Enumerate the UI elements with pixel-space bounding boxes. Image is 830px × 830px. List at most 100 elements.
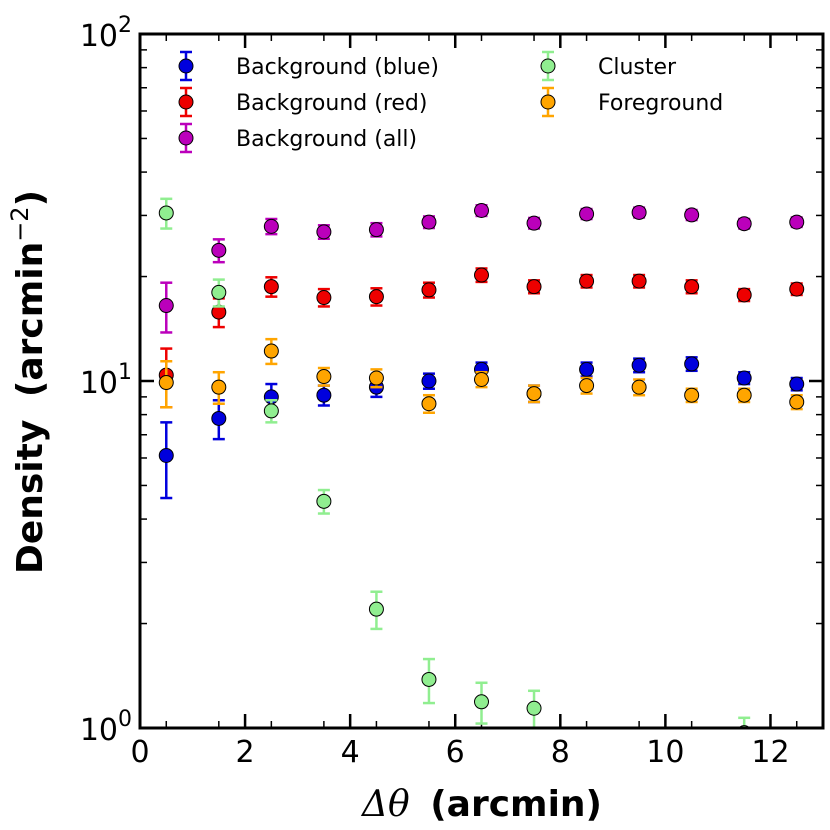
data-point [684,207,700,223]
data-point [211,379,227,395]
data-point [421,671,437,687]
legend-marker [178,130,194,146]
data-point [736,287,752,303]
data-point [316,387,332,403]
data-point [474,372,489,388]
plot-frame [138,32,825,730]
legend-item-background-red: Background (red) [178,86,427,118]
legend-marker [178,58,194,74]
y-tick-label: 102 [80,13,132,54]
data-point [789,376,805,392]
data-point [316,493,332,509]
y-tick-base: 10 [80,366,118,401]
data-point [789,281,805,297]
x-axis-unit: (arcmin) [430,784,602,825]
data-point [736,387,752,403]
data-point [684,279,700,295]
legend-label: Background (blue) [236,55,439,80]
data-point [421,214,437,230]
legend-label: Background (all) [236,127,417,152]
data-point [421,282,437,298]
data-point [158,205,174,221]
data-point [421,373,437,389]
y-axis-unit-exponent: −2 [6,206,34,241]
legend-item-foreground: Foreground [540,86,723,118]
y-axis-unit-close: ) [10,190,51,206]
x-tick-label: 4 [341,735,360,770]
data-point [158,447,174,463]
legend-label: Foreground [598,91,723,116]
x-axis-title: Δθ (arcmin) [360,784,602,825]
series-layer [158,197,805,728]
data-point [789,394,805,410]
x-tick-label: 6 [446,735,465,770]
data-point [211,410,227,426]
data-point [316,224,332,240]
x-tick-label: 0 [130,735,149,770]
data-point [316,369,332,385]
series-cluster [158,197,751,728]
data-point [526,386,542,402]
legend-item-cluster: Cluster [540,50,677,82]
data-point [158,375,174,391]
data-point [368,289,384,305]
legend-marker [540,58,556,74]
x-tick-label: 10 [646,735,684,770]
legend: Background (blue) Background (red) Backgro… [178,50,723,154]
data-point [526,215,542,231]
data-point [736,370,752,386]
data-point [158,298,174,314]
data-point [736,216,752,232]
data-point [526,279,542,295]
data-point [579,206,595,222]
y-axis-label: Density [10,420,51,574]
data-point [263,218,279,234]
data-point [474,694,489,710]
x-tick-label: 12 [751,735,789,770]
data-point [579,378,595,394]
y-tick-base: 10 [80,19,118,54]
data-point [579,273,595,289]
legend-label: Background (red) [236,91,427,116]
y-tick-base: 10 [80,713,118,748]
x-tick-label: 2 [236,735,255,770]
data-point [684,356,700,372]
legend-label: Cluster [598,55,677,80]
y-axis-title: Density (arcmin−2) [6,190,51,574]
x-axis-symbol: Δθ [360,784,410,825]
data-point [263,403,279,419]
data-point [211,284,227,300]
data-point [474,267,489,283]
data-point [368,370,384,386]
data-point [631,357,647,373]
legend-item-background-all: Background (all) [178,122,417,154]
data-point [263,279,279,295]
data-point [684,387,700,403]
x-tick-labels: 0 2 4 6 8 10 12 [130,735,789,770]
data-point [316,290,332,306]
legend-item-background-blue: Background (blue) [178,50,439,82]
data-point [631,273,647,289]
data-point [526,700,542,716]
y-tick-exponent: 0 [118,707,132,732]
y-axis-unit: (arcmin [10,242,51,397]
data-point [579,361,595,377]
legend-marker [540,94,556,110]
y-tick-label: 101 [80,360,132,401]
y-tick-exponent: 1 [118,360,132,385]
y-tick-label: 100 [80,707,132,748]
series-background-all [158,202,805,334]
data-point [368,601,384,617]
data-point [631,204,647,220]
data-point [368,222,384,238]
y-tick-exponent: 2 [118,13,132,38]
data-point [263,343,279,359]
series-foreground [158,337,805,415]
x-tick-label: 8 [551,735,570,770]
legend-marker [178,94,194,110]
data-point [421,396,437,412]
data-point [631,379,647,395]
data-point [211,242,227,258]
